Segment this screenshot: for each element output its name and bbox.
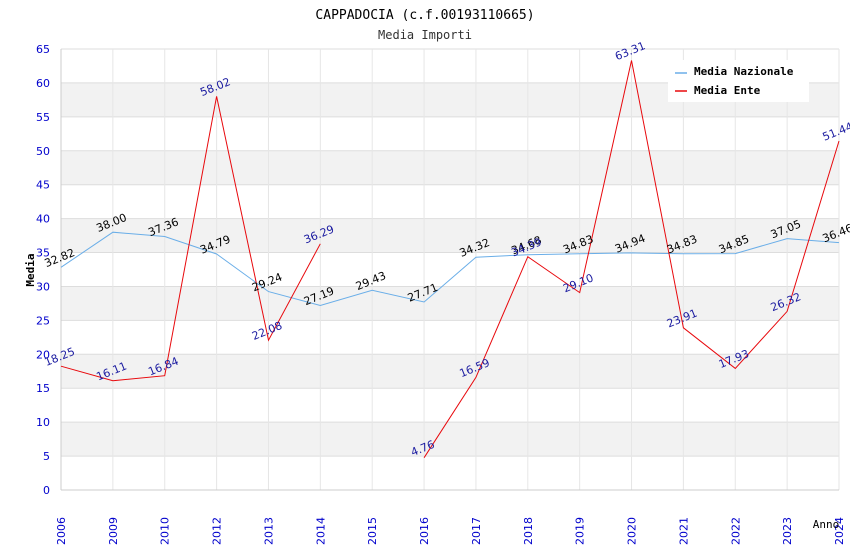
series-line-nazionale <box>60 231 840 307</box>
x-axis-label: Anno <box>813 518 840 531</box>
grid-band <box>61 354 839 389</box>
y-tick-label: 15 <box>36 382 50 395</box>
data-label-ente: 51.44 <box>821 120 850 144</box>
chart-bands <box>61 82 839 457</box>
y-tick-label: 65 <box>36 43 50 56</box>
x-tick-label: 2020 <box>626 517 639 545</box>
data-label-ente: 22.08 <box>250 319 284 343</box>
x-tick-label: 2016 <box>418 517 431 545</box>
series-line-ente <box>423 60 840 458</box>
grid-band <box>61 286 839 321</box>
chart-series <box>60 60 840 458</box>
grid-band <box>61 150 839 185</box>
x-tick-label: 2014 <box>314 517 327 545</box>
x-tick-label: 2024 <box>833 517 846 545</box>
y-axis-label: Media <box>24 253 37 286</box>
y-tick-label: 55 <box>36 111 50 124</box>
series-line-ente <box>60 96 321 382</box>
x-tick-label: 2013 <box>262 517 275 545</box>
x-tick-label: 2012 <box>211 517 224 545</box>
x-tick-label: 2010 <box>159 517 172 545</box>
y-tick-label: 45 <box>36 179 50 192</box>
x-tick-label: 2023 <box>781 517 794 545</box>
legend-label-nazionale: Media Nazionale <box>694 65 794 78</box>
x-tick-label: 2021 <box>677 517 690 545</box>
y-tick-label: 20 <box>36 348 50 361</box>
y-tick-label: 35 <box>36 247 50 260</box>
y-tick-label: 40 <box>36 213 50 226</box>
legend-box <box>668 60 809 102</box>
y-tick-label: 10 <box>36 416 50 429</box>
x-tick-label: 2019 <box>574 517 587 545</box>
x-tick-label: 2017 <box>470 517 483 545</box>
x-tick-labels: 2006 2009 2010 2012 2013 2014 2015 2016 2017 2018… <box>55 517 846 545</box>
y-tick-label: 25 <box>36 314 50 327</box>
data-label-ente: 63.31 <box>613 39 647 63</box>
x-tick-label: 2018 <box>522 517 535 545</box>
chart-subtitle: Media Importi <box>378 28 472 42</box>
x-tick-label: 2015 <box>366 517 379 545</box>
y-tick-labels: 0 5 10 15 20 25 30 35 40 45 50 55 60 65 <box>36 43 50 497</box>
y-tick-label: 50 <box>36 145 50 158</box>
chart-title: CAPPADOCIA (c.f.00193110665) <box>315 8 534 23</box>
x-tick-label: 2009 <box>107 517 120 545</box>
y-tick-label: 30 <box>36 280 50 293</box>
x-tick-label: 2022 <box>729 517 742 545</box>
legend-label-ente: Media Ente <box>694 84 761 97</box>
x-tick-label: 2006 <box>55 517 68 545</box>
legend: Media Nazionale Media Ente <box>668 60 809 102</box>
y-tick-label: 60 <box>36 77 50 90</box>
chart-axes <box>60 49 839 491</box>
grid-band <box>61 422 839 457</box>
y-tick-label: 5 <box>43 450 50 463</box>
y-tick-label: 0 <box>43 484 50 497</box>
